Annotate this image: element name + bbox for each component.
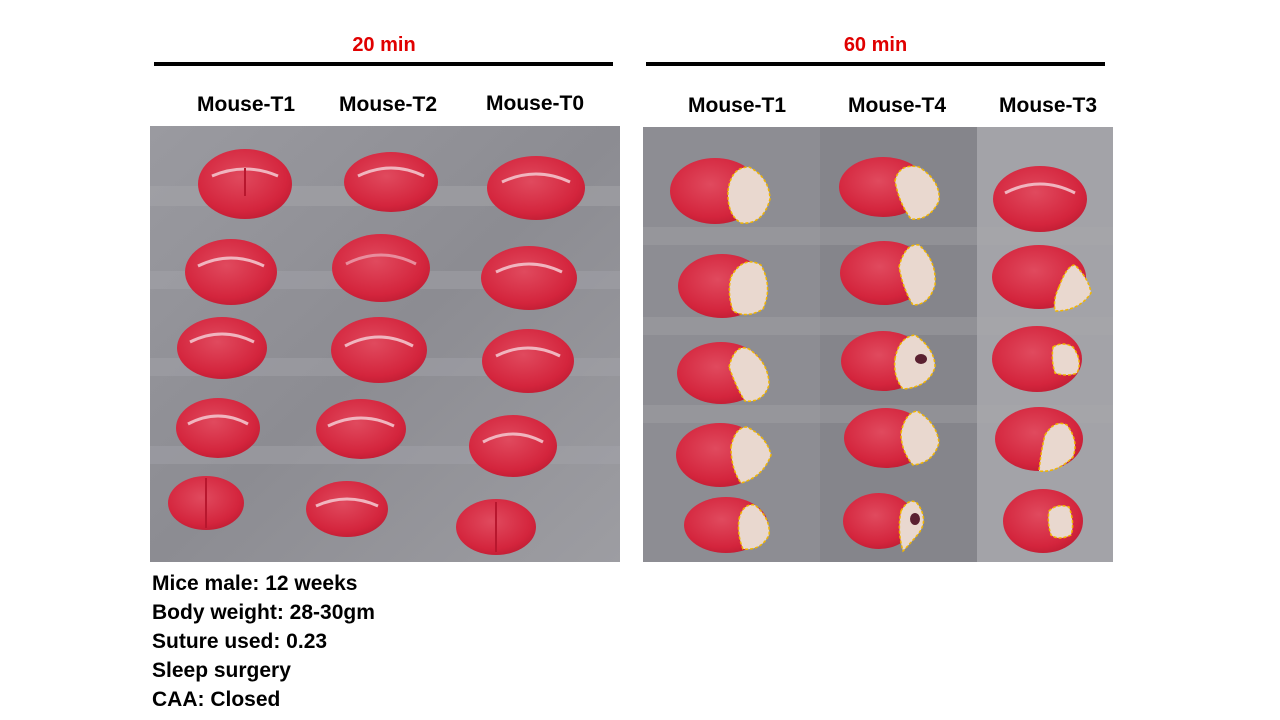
note-suture: Suture used: 0.23 xyxy=(152,630,328,653)
brain-slice xyxy=(177,317,267,379)
brain-slice-infarct xyxy=(840,241,936,306)
brain-slice-infarct xyxy=(839,157,940,220)
brain-slice xyxy=(176,398,260,458)
brain-slice xyxy=(482,329,574,393)
note-surgery: Sleep surgery xyxy=(152,659,291,682)
brain-slice xyxy=(306,481,388,537)
column-label-20min-2: Mouse-T2 xyxy=(338,93,438,116)
column-label-60min-1: Mouse-T1 xyxy=(687,94,787,117)
brain-slice-infarct xyxy=(841,331,936,391)
brain-slices-panel-20min xyxy=(150,126,620,562)
brain-slice xyxy=(481,246,577,310)
brain-slice xyxy=(198,149,292,219)
brain-slices-panel-60min xyxy=(643,127,1113,562)
experiment-notes: Mice male: 12 weeks Body weight: 28-30gm… xyxy=(152,569,375,714)
note-body-weight: Body weight: 28-30gm xyxy=(152,601,375,624)
brain-slice xyxy=(331,317,427,383)
brain-slice-infarct xyxy=(992,326,1082,392)
brain-slice xyxy=(316,399,406,459)
brain-slice-infarct xyxy=(678,254,769,318)
group-title-60min: 60 min xyxy=(843,34,908,56)
column-label-20min-1: Mouse-T1 xyxy=(196,93,296,116)
brain-slice-infarct xyxy=(670,158,771,224)
brain-slice xyxy=(344,152,438,212)
group-title-20min: 20 min xyxy=(352,34,416,56)
brain-slice xyxy=(456,499,536,555)
brain-slice xyxy=(332,234,430,302)
brain-slice-infarct xyxy=(676,423,772,487)
brain-slice-infarct xyxy=(1003,489,1083,553)
brain-slice-infarct xyxy=(843,493,925,553)
brain-slice xyxy=(993,166,1087,232)
brain-slice xyxy=(469,415,557,477)
brain-slice xyxy=(185,239,277,305)
note-mice: Mice male: 12 weeks xyxy=(152,572,358,595)
brain-slice-infarct xyxy=(844,408,940,468)
group-rule-20min xyxy=(154,62,613,66)
brain-slice-infarct xyxy=(992,245,1092,312)
column-label-60min-2: Mouse-T4 xyxy=(847,94,947,117)
column-label-60min-3: Mouse-T3 xyxy=(998,94,1098,117)
brain-slice-infarct xyxy=(684,497,770,553)
note-caa: CAA: Closed xyxy=(152,688,281,711)
brain-slice-infarct xyxy=(995,407,1083,472)
brain-slice xyxy=(168,476,244,530)
brain-slice xyxy=(487,156,585,220)
brain-slice-infarct xyxy=(677,342,770,404)
column-label-20min-3: Mouse-T0 xyxy=(485,92,585,115)
group-rule-60min xyxy=(646,62,1105,66)
